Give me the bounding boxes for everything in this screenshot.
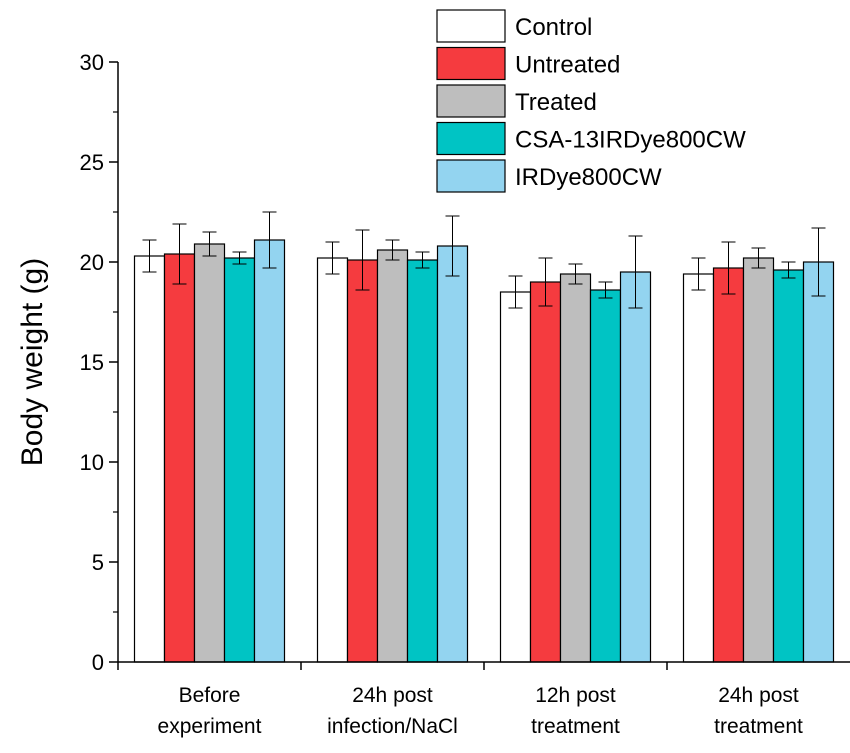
bar-2-2 xyxy=(559,273,592,663)
error-bars-layer xyxy=(142,211,826,309)
y-tick-label-5: 5 xyxy=(92,550,104,575)
bar-2-1 xyxy=(529,281,562,663)
legend-swatch-3 xyxy=(436,121,506,156)
y-tick-label-20: 20 xyxy=(80,250,104,275)
bar-3-2 xyxy=(742,257,775,663)
bar-1-0 xyxy=(316,257,349,663)
bar-0-2 xyxy=(193,243,226,663)
legend-label-4: IRDye800CW xyxy=(515,164,662,191)
legend-swatch-2 xyxy=(436,84,506,118)
x-category-label-2: 12h post treatment xyxy=(531,684,620,738)
legend-swatch-0 xyxy=(436,9,506,43)
y-axis-title: Body weight (g) xyxy=(16,258,49,466)
bar-3-4 xyxy=(802,261,835,663)
x-category-label-0: Before experiment xyxy=(158,684,262,738)
bar-1-3 xyxy=(406,259,439,663)
y-tick-label-10: 10 xyxy=(80,450,104,475)
bar-0-1 xyxy=(163,253,196,663)
legend-swatch-4 xyxy=(436,159,506,193)
legend: Control Untreated Treated CSA-13IRDye800CW I… xyxy=(436,9,746,193)
bar-0-3 xyxy=(223,257,256,663)
x-category-label-3: 24h post treatment xyxy=(714,684,803,738)
bar-3-1 xyxy=(712,267,745,663)
bar-3-3 xyxy=(772,269,805,663)
bar-1-1 xyxy=(346,259,379,663)
bar-1-4 xyxy=(436,245,469,663)
legend-swatch-1 xyxy=(436,46,506,81)
axes-layer: 0 5 10 15 20 25 30 Before experiment 24h post infe… xyxy=(80,50,850,738)
y-tick-label-30: 30 xyxy=(80,50,104,75)
bar-3-0 xyxy=(682,273,715,663)
legend-label-3: CSA-13IRDye800CW xyxy=(515,127,746,154)
y-tick-label-25: 25 xyxy=(80,150,104,175)
y-tick-label-15: 15 xyxy=(80,350,104,375)
bar-1-2 xyxy=(376,249,409,663)
y-tick-label-0: 0 xyxy=(92,650,104,675)
x-category-label-1: 24h post infection/NaCl xyxy=(327,684,458,738)
bar-2-4 xyxy=(619,271,652,663)
bars-layer xyxy=(133,239,835,663)
bar-2-0 xyxy=(499,291,532,663)
legend-label-1: Untreated xyxy=(515,52,620,79)
bar-2-3 xyxy=(589,289,622,663)
legend-label-0: Control xyxy=(515,14,592,41)
bar-0-0 xyxy=(133,255,166,663)
bar-0-4 xyxy=(253,239,286,663)
legend-label-2: Treated xyxy=(515,89,597,116)
